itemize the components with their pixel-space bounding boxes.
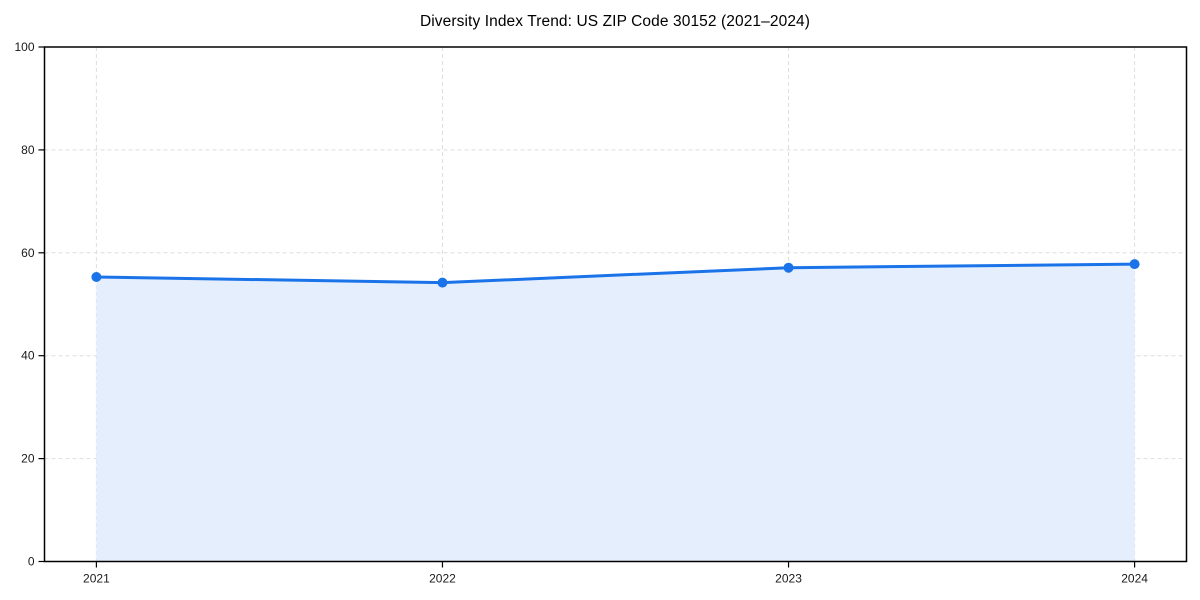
data-point-marker [91,271,102,282]
plot-border [43,46,1188,563]
y-tick-label: 20 [21,452,35,466]
x-tick-label: 2021 [83,572,110,586]
chart-title: Diversity Index Trend: US ZIP Code 30152… [419,13,811,30]
x-tick-label: 2022 [429,572,456,586]
data-point-marker [1129,259,1140,270]
data-point-marker [783,262,794,273]
y-tick-label: 60 [21,246,35,260]
y-tick-label: 40 [21,349,35,363]
y-tick-label: 100 [14,40,34,54]
trend-line [94,262,1137,285]
y-tick-label: 80 [21,143,35,157]
x-tick-label: 2024 [1121,572,1148,586]
x-tick-label: 2023 [775,572,802,586]
area-fill [96,264,1135,562]
data-point-marker [437,277,448,288]
y-tick-label: 0 [28,555,35,569]
